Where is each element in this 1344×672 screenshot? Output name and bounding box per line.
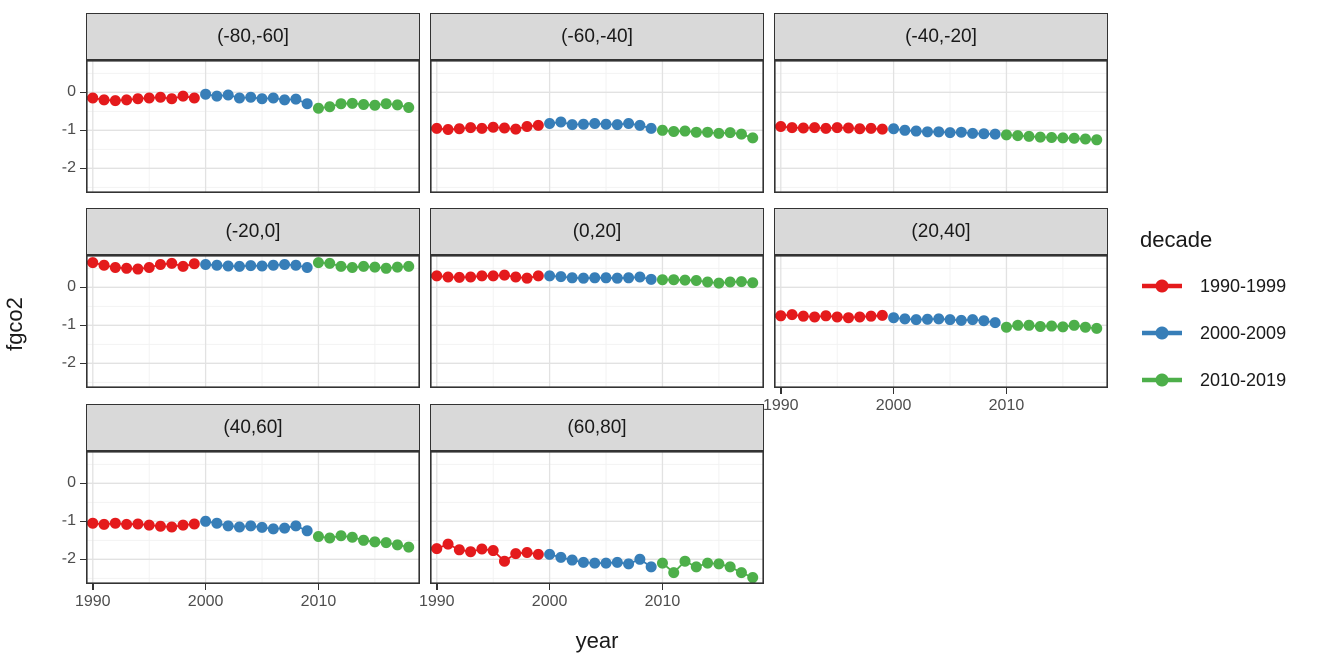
y-axis-tick-label: 0	[67, 474, 76, 492]
facet-panel-2: (-40,-20]	[774, 13, 1108, 193]
y-axis-tick-label: -1	[61, 316, 76, 334]
x-axis-tick-label: 1990	[74, 593, 111, 610]
legend-item: 2000-2009	[1140, 322, 1287, 343]
x-axis-tick-label: 2000	[187, 593, 224, 610]
facet-strip-label: (-20,0]	[86, 208, 420, 255]
x-axis-tick	[779, 388, 782, 394]
x-axis-tick	[892, 388, 895, 394]
y-axis-tick	[80, 482, 86, 485]
facet-strip-label: (-80,-60]	[86, 13, 420, 60]
y-axis-tick	[80, 362, 86, 365]
facet-strip-label: (-40,-20]	[774, 13, 1108, 60]
y-axis-tick-label: 0	[67, 83, 76, 101]
legend-item: 2010-2019	[1140, 369, 1287, 390]
facet-plot-area	[86, 255, 420, 388]
x-axis-tick	[204, 584, 207, 590]
facet-plot-area	[430, 60, 764, 193]
facet-plot-area	[430, 451, 764, 584]
facet-panel-6: (40,60]	[86, 404, 420, 584]
facet-panel-4: (0,20]	[430, 208, 764, 388]
legend-key-icon	[1142, 279, 1182, 293]
x-axis-tick-label: 2010	[300, 593, 337, 610]
x-axis-tick-label: 2000	[875, 397, 912, 414]
y-axis-tick-label: -1	[61, 121, 76, 139]
x-axis-tick-label: 1990	[418, 593, 455, 610]
x-axis-tick-label: 2010	[988, 397, 1025, 414]
legend: decade 1990-1999 2000-2009 2010-2019	[1140, 227, 1286, 418]
y-axis-tick	[80, 324, 86, 327]
x-axis-tick-label: 2010	[644, 593, 681, 610]
y-axis-tick	[80, 558, 86, 561]
x-axis-tick-label: 1990	[762, 397, 799, 414]
facet-panel-5: (20,40]	[774, 208, 1108, 388]
legend-item-label: 1990-1999	[1200, 275, 1287, 296]
x-axis-tick	[661, 584, 664, 590]
legend-title: decade	[1140, 227, 1213, 252]
legend-item-label: 2010-2019	[1200, 369, 1287, 390]
y-axis-tick-label: -2	[61, 354, 76, 372]
facet-strip-label: (-60,-40]	[430, 13, 764, 60]
facet-plot-area	[430, 255, 764, 388]
y-axis-tick-label: 0	[67, 278, 76, 296]
facet-plot-area	[86, 60, 420, 193]
x-axis-tick	[91, 584, 94, 590]
x-axis-tick	[435, 584, 438, 590]
facet-strip-label: (40,60]	[86, 404, 420, 451]
x-axis-title: year	[575, 628, 619, 653]
y-axis-title: fgco2	[2, 297, 27, 351]
legend-item-label: 2000-2009	[1200, 322, 1287, 343]
facet-strip-label: (60,80]	[430, 404, 764, 451]
facet-panel-0: (-80,-60]	[86, 13, 420, 193]
legend-key-icon	[1142, 373, 1182, 387]
y-axis-tick-label: -1	[61, 512, 76, 530]
facet-panel-3: (-20,0]	[86, 208, 420, 388]
y-axis-tick	[80, 520, 86, 523]
facet-panel-1: (-60,-40]	[430, 13, 764, 193]
y-axis-tick	[80, 167, 86, 170]
legend-key-icon	[1142, 326, 1182, 340]
y-axis-tick-label: -2	[61, 159, 76, 177]
x-axis-tick-label: 2000	[531, 593, 568, 610]
facet-plot-area	[774, 60, 1108, 193]
facet-panel-7: (60,80]	[430, 404, 764, 584]
x-axis-tick	[548, 584, 551, 590]
y-axis-tick	[80, 91, 86, 94]
y-axis-tick	[80, 286, 86, 289]
x-axis-tick	[1005, 388, 1008, 394]
legend-item: 1990-1999	[1140, 275, 1287, 296]
x-axis-tick	[317, 584, 320, 590]
y-axis-tick-label: -2	[61, 550, 76, 568]
y-axis-tick	[80, 129, 86, 132]
legend-items: 1990-1999 2000-2009 2010-2019	[1140, 275, 1287, 390]
facet-strip-label: (0,20]	[430, 208, 764, 255]
facet-plot-area	[86, 451, 420, 584]
facet-strip-label: (20,40]	[774, 208, 1108, 255]
facet-plot-area	[774, 255, 1108, 388]
